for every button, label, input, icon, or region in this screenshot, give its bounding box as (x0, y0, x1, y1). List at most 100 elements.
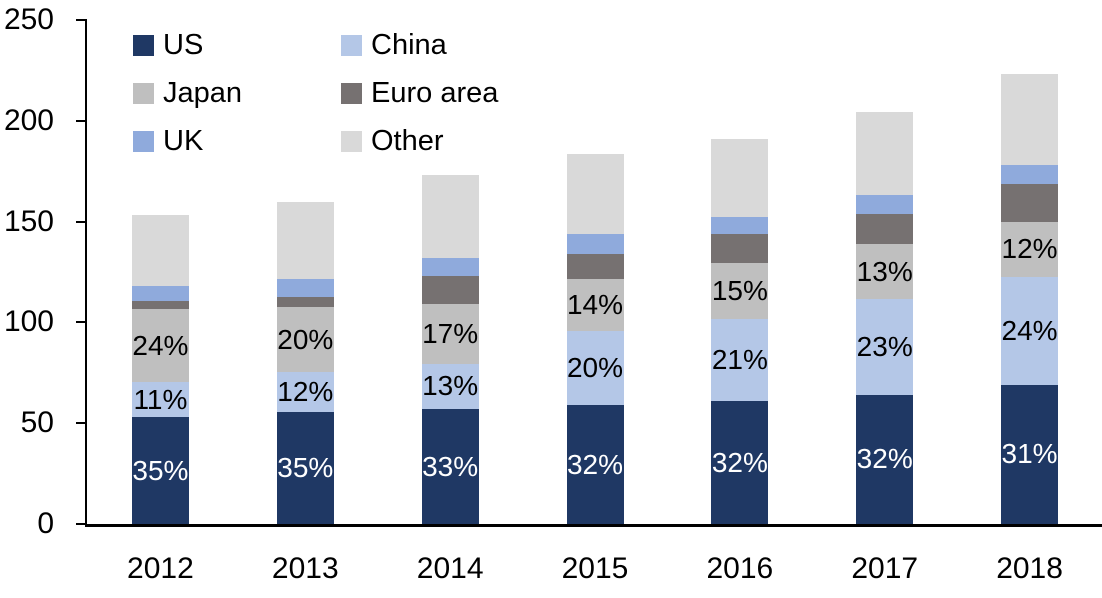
legend-item-other: Other (341, 126, 444, 156)
segment-label-china-2012: 11% (133, 383, 188, 415)
segment-china-2014: 13% (421, 363, 479, 410)
segment-japan-2012: 24% (131, 309, 189, 382)
segment-euro-area-2013 (276, 297, 334, 308)
segment-label-us-2018: 31% (1001, 438, 1058, 470)
x-axis-label-2015: 2015 (561, 552, 629, 585)
legend-label-us: US (163, 29, 204, 61)
x-axis-label-2013: 2013 (271, 552, 339, 585)
segment-uk-2017 (856, 195, 914, 214)
legend-label-other: Other (371, 125, 444, 157)
x-axis-label-2017: 2017 (851, 552, 919, 585)
x-axis-line (85, 524, 1102, 527)
bar-2015: 32% 20% 14% (566, 154, 624, 524)
segment-label-us-2015: 32% (566, 448, 624, 480)
bar-2013: 35% 12% 20% (276, 202, 334, 524)
legend-label-japan: Japan (163, 77, 243, 109)
segment-euro-area-2014 (421, 276, 479, 305)
legend-item-euro-area: Euro area (341, 78, 498, 108)
x-axis-label-2012: 2012 (127, 552, 194, 585)
segment-us-2018: 31% (1001, 384, 1059, 524)
y-axis-tick (76, 220, 85, 223)
y-axis-tick (76, 19, 85, 21)
segment-label-china-2014: 13% (422, 370, 479, 402)
segment-china-2018: 24% (1001, 277, 1059, 385)
legend-swatch-china (341, 34, 362, 56)
segment-us-2013: 35% (276, 412, 334, 524)
legend-item-china: China (341, 30, 447, 60)
segment-uk-2013 (276, 279, 334, 298)
legend-swatch-uk (133, 130, 154, 152)
segment-us-2012: 35% (131, 417, 189, 524)
segment-label-japan-2015: 14% (566, 289, 624, 321)
segment-euro-area-2015 (566, 253, 624, 280)
segment-other-2012 (131, 214, 189, 287)
x-axis-label-2018: 2018 (996, 552, 1063, 585)
segment-euro-area-2018 (1001, 184, 1059, 222)
x-axis-label-2016: 2016 (706, 552, 774, 585)
segment-other-2018 (1001, 74, 1059, 166)
y-axis-tick (76, 422, 85, 425)
segment-other-2013 (276, 202, 334, 280)
segment-label-china-2018: 24% (1001, 314, 1058, 346)
segment-label-us-2016: 32% (711, 446, 768, 478)
y-axis-tick-label: 250 (3, 3, 54, 36)
segment-label-china-2017: 23% (856, 331, 913, 363)
segment-us-2017: 32% (856, 394, 914, 524)
y-axis-tick (76, 119, 85, 122)
segment-label-china-2013: 12% (277, 375, 334, 407)
segment-china-2012: 11% (131, 381, 189, 418)
segment-uk-2016 (711, 216, 769, 234)
segment-label-japan-2012: 24% (132, 329, 189, 361)
y-axis-tick (76, 523, 85, 525)
y-axis-tick-label: 100 (3, 305, 54, 339)
segment-label-us-2017: 32% (856, 443, 913, 475)
segment-japan-2015: 14% (566, 279, 624, 332)
bar-2014: 33% 13% 17% (421, 175, 479, 524)
legend-item-us: US (133, 30, 203, 60)
segment-japan-2018: 12% (1001, 221, 1059, 278)
y-axis-tick-label: 200 (3, 103, 54, 137)
segment-label-japan-2016: 15% (711, 275, 768, 307)
segment-other-2017 (856, 111, 914, 196)
legend-label-china: China (371, 29, 447, 61)
segment-japan-2014: 17% (421, 304, 479, 364)
segment-china-2016: 21% (711, 319, 769, 402)
segment-uk-2012 (131, 286, 189, 302)
legend-swatch-euro-area (341, 82, 362, 104)
y-axis-tick-label: 50 (20, 406, 54, 440)
bar-2018: 31% 24% 12% (1001, 74, 1059, 524)
segment-other-2015 (566, 154, 624, 234)
segment-label-china-2016: 21% (711, 344, 768, 376)
segment-label-japan-2017: 13% (856, 255, 913, 287)
legend-item-japan: Japan (133, 78, 242, 108)
legend-label-euro-area: Euro area (371, 77, 499, 109)
segment-other-2014 (421, 175, 479, 258)
segment-china-2017: 23% (856, 299, 914, 395)
y-axis-tick-label: 150 (3, 204, 54, 238)
x-axis-label-2014: 2014 (416, 552, 484, 585)
legend-swatch-other (341, 130, 362, 152)
legend-item-uk: UK (133, 126, 203, 156)
y-axis-tick (76, 321, 85, 324)
segment-label-china-2015: 20% (566, 352, 624, 384)
segment-us-2016: 32% (711, 401, 769, 524)
segment-euro-area-2016 (711, 233, 769, 263)
segment-japan-2017: 13% (856, 243, 914, 300)
bar-2012: 35% 11% 24% (131, 214, 189, 524)
bar-2016: 32% 21% 15% (711, 138, 769, 524)
y-axis-line (85, 19, 87, 527)
segment-label-japan-2014: 17% (422, 317, 479, 349)
segment-uk-2014 (421, 257, 479, 277)
segment-uk-2018 (1001, 165, 1059, 185)
segment-other-2016 (711, 138, 769, 217)
segment-us-2015: 32% (566, 405, 624, 524)
segment-label-japan-2018: 12% (1001, 233, 1058, 265)
segment-label-us-2013: 35% (277, 452, 334, 484)
segment-uk-2015 (566, 233, 624, 254)
segment-euro-area-2017 (856, 213, 914, 244)
segment-us-2014: 33% (421, 409, 479, 524)
segment-label-us-2012: 35% (132, 454, 189, 486)
segment-china-2015: 20% (566, 331, 624, 406)
segment-euro-area-2012 (131, 301, 189, 310)
